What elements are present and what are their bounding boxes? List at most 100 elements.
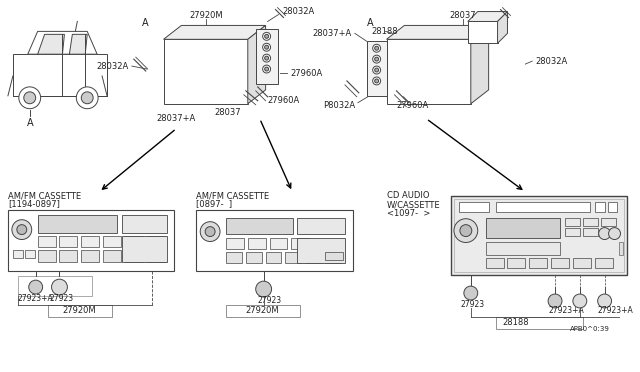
Text: 28037+A: 28037+A — [312, 29, 352, 38]
Bar — [595, 202, 605, 212]
Bar — [226, 253, 242, 263]
Bar — [60, 235, 77, 247]
Circle shape — [81, 92, 93, 104]
Bar — [486, 218, 560, 238]
Circle shape — [17, 225, 27, 235]
Bar — [125, 250, 143, 262]
Bar — [164, 39, 248, 104]
Text: 27923: 27923 — [258, 296, 282, 305]
Bar — [60, 250, 77, 262]
Text: 28037: 28037 — [214, 108, 241, 117]
Bar — [601, 218, 616, 226]
Text: 28188: 28188 — [372, 27, 398, 36]
Bar — [367, 41, 387, 96]
Bar — [387, 39, 471, 104]
Polygon shape — [248, 25, 266, 104]
Circle shape — [262, 54, 271, 62]
Bar — [226, 305, 300, 317]
Circle shape — [264, 45, 269, 49]
Bar — [38, 250, 56, 262]
Circle shape — [262, 32, 271, 40]
Bar — [451, 196, 627, 275]
Polygon shape — [471, 25, 489, 104]
Circle shape — [256, 281, 271, 297]
Text: P8032A: P8032A — [323, 101, 355, 110]
Circle shape — [372, 66, 381, 74]
Bar — [122, 235, 166, 262]
Text: 27923: 27923 — [461, 301, 485, 310]
Bar — [196, 210, 353, 271]
Circle shape — [454, 219, 477, 243]
Circle shape — [460, 225, 472, 237]
Bar — [38, 215, 117, 232]
Bar — [226, 238, 244, 250]
Bar — [18, 276, 92, 296]
Text: AM/FM CASSETTE: AM/FM CASSETTE — [8, 192, 81, 201]
Polygon shape — [497, 12, 508, 43]
Bar — [125, 235, 143, 247]
Circle shape — [264, 67, 269, 71]
Bar — [620, 241, 623, 256]
Circle shape — [76, 87, 98, 109]
Bar — [583, 218, 598, 226]
Text: [1194-0897]: [1194-0897] — [8, 199, 60, 208]
Circle shape — [372, 55, 381, 63]
Text: 27920M: 27920M — [63, 307, 96, 315]
Bar — [495, 202, 589, 212]
Text: 28032A: 28032A — [282, 7, 315, 16]
Bar — [38, 235, 56, 247]
Text: APB0^0:39: APB0^0:39 — [570, 326, 610, 332]
Circle shape — [372, 44, 381, 52]
Bar — [122, 215, 166, 232]
Circle shape — [374, 57, 379, 61]
Text: 28037+A: 28037+A — [157, 114, 196, 123]
Text: [0897-  ]: [0897- ] — [196, 199, 232, 208]
Circle shape — [374, 46, 379, 50]
Circle shape — [12, 220, 32, 240]
Bar — [103, 235, 121, 247]
Text: A: A — [141, 19, 148, 28]
Bar — [81, 250, 99, 262]
Circle shape — [573, 294, 587, 308]
Circle shape — [598, 294, 612, 308]
Circle shape — [372, 77, 381, 85]
Text: 27960A: 27960A — [396, 101, 428, 110]
Circle shape — [200, 222, 220, 241]
Circle shape — [205, 227, 215, 237]
Bar — [508, 259, 525, 268]
Bar — [565, 228, 580, 235]
Polygon shape — [69, 34, 87, 54]
Text: W/CASSETTE: W/CASSETTE — [387, 201, 440, 209]
Text: 28188: 28188 — [502, 318, 529, 327]
Circle shape — [548, 294, 562, 308]
Bar — [256, 29, 278, 84]
Text: 27923: 27923 — [49, 295, 74, 304]
Bar — [468, 22, 497, 43]
Text: 27923+A: 27923+A — [548, 307, 584, 315]
Bar — [486, 259, 504, 268]
Bar — [551, 259, 569, 268]
Text: 28037: 28037 — [449, 11, 476, 20]
Circle shape — [29, 280, 43, 294]
Text: 27960A: 27960A — [268, 96, 300, 105]
Circle shape — [374, 79, 379, 83]
Text: <1097-  >: <1097- > — [387, 209, 430, 218]
Bar — [325, 253, 341, 263]
Bar — [266, 253, 282, 263]
Text: 27960A: 27960A — [291, 68, 323, 77]
Bar — [103, 250, 121, 262]
Bar — [269, 238, 287, 250]
Bar — [607, 202, 618, 212]
Bar — [25, 250, 35, 259]
Bar — [565, 218, 580, 226]
Bar — [495, 317, 583, 329]
Bar — [454, 199, 625, 272]
Circle shape — [24, 92, 36, 104]
Circle shape — [262, 65, 271, 73]
Circle shape — [264, 56, 269, 60]
Circle shape — [262, 43, 271, 51]
Bar — [47, 305, 112, 317]
Polygon shape — [387, 25, 489, 39]
Circle shape — [374, 68, 379, 72]
Bar — [573, 259, 591, 268]
